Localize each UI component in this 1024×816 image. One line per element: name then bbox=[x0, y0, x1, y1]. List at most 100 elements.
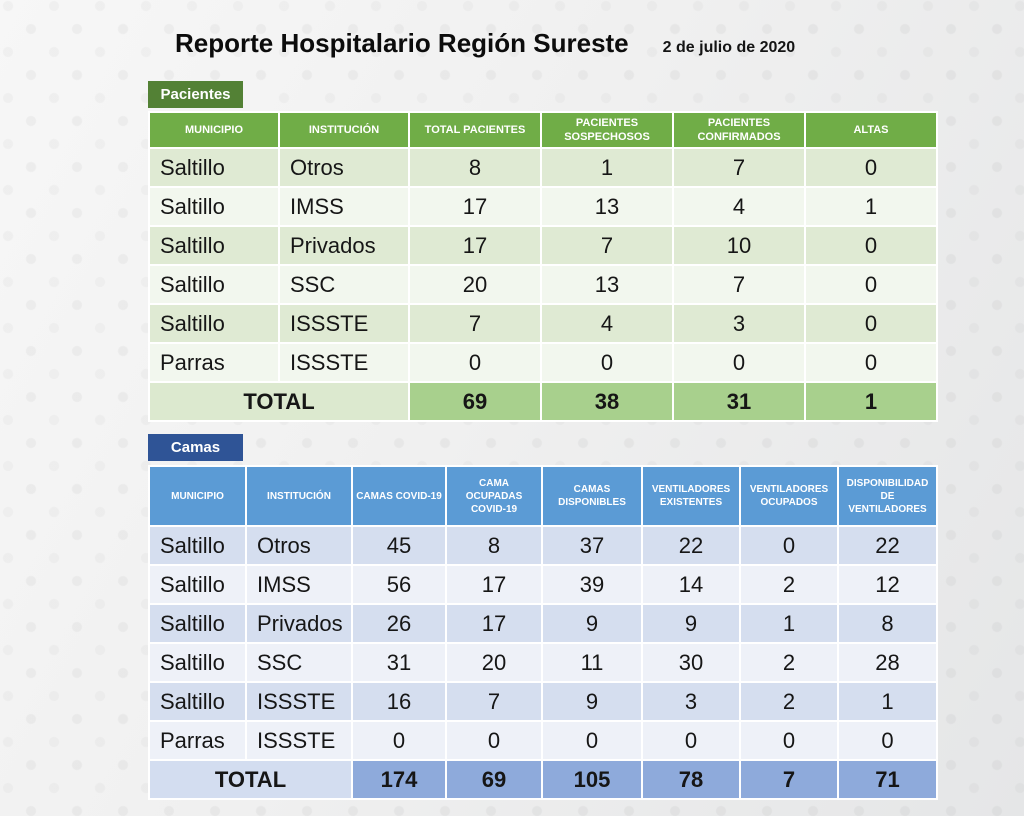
table-cell: Saltillo bbox=[148, 642, 247, 683]
table-cell: 0 bbox=[804, 225, 938, 266]
patients-tab: Pacientes bbox=[148, 81, 243, 108]
table-cell: 1 bbox=[837, 681, 938, 722]
table-cell: Saltillo bbox=[148, 525, 247, 566]
total-label: TOTAL bbox=[148, 759, 353, 800]
table-cell: 11 bbox=[541, 642, 643, 683]
beds-tab: Camas bbox=[148, 434, 243, 461]
table-cell: Saltillo bbox=[148, 186, 280, 227]
table-cell: Saltillo bbox=[148, 264, 280, 305]
table-cell: Saltillo bbox=[148, 564, 247, 605]
column-header: CAMAS DISPONIBLES bbox=[541, 465, 643, 527]
table-cell: 16 bbox=[351, 681, 447, 722]
table-cell: ISSSTE bbox=[245, 720, 353, 761]
table-cell: 1 bbox=[739, 603, 839, 644]
table-cell: 31 bbox=[351, 642, 447, 683]
table-cell: 0 bbox=[641, 720, 741, 761]
table-cell: Otros bbox=[278, 147, 410, 188]
table-cell: 0 bbox=[541, 720, 643, 761]
total-row: TOTAL 174 69 105 78 7 71 bbox=[148, 759, 938, 800]
total-value: 71 bbox=[837, 759, 938, 800]
column-header: INSTITUCIÓN bbox=[245, 465, 353, 527]
column-header: VENTILADORES EXISTENTES bbox=[641, 465, 741, 527]
table-cell: 0 bbox=[445, 720, 543, 761]
header-row: MUNICIPIO INSTITUCIÓN TOTAL PACIENTES PACIE… bbox=[148, 111, 938, 149]
table-cell: 10 bbox=[672, 225, 806, 266]
table-cell: 39 bbox=[541, 564, 643, 605]
table-cell: 0 bbox=[408, 342, 542, 383]
table-cell: Otros bbox=[245, 525, 353, 566]
page-title: Reporte Hospitalario Región Sureste bbox=[175, 28, 629, 58]
table-cell: Privados bbox=[245, 603, 353, 644]
table-row: Saltillo Otros 8 1 7 0 bbox=[148, 147, 938, 188]
table-cell: SSC bbox=[245, 642, 353, 683]
table-row: Saltillo SSC 31 20 11 30 2 28 bbox=[148, 642, 938, 683]
table-cell: 9 bbox=[541, 603, 643, 644]
column-header: ALTAS bbox=[804, 111, 938, 149]
table-cell: 4 bbox=[540, 303, 674, 344]
table-cell: 0 bbox=[672, 342, 806, 383]
table-cell: 0 bbox=[351, 720, 447, 761]
table-cell: 56 bbox=[351, 564, 447, 605]
table-cell: Saltillo bbox=[148, 147, 280, 188]
table-cell: 12 bbox=[837, 564, 938, 605]
table-cell: 7 bbox=[540, 225, 674, 266]
table-cell: 28 bbox=[837, 642, 938, 683]
total-row: TOTAL 69 38 31 1 bbox=[148, 381, 938, 422]
table-cell: 0 bbox=[837, 720, 938, 761]
table-cell: 9 bbox=[541, 681, 643, 722]
table-cell: 8 bbox=[408, 147, 542, 188]
table-cell: IMSS bbox=[245, 564, 353, 605]
table-row: Saltillo Otros 45 8 37 22 0 22 bbox=[148, 525, 938, 566]
table-cell: Saltillo bbox=[148, 603, 247, 644]
table-cell: 2 bbox=[739, 564, 839, 605]
column-header: DISPONIBILIDAD DE VENTILADORES bbox=[837, 465, 938, 527]
table-cell: 3 bbox=[641, 681, 741, 722]
total-value: 31 bbox=[672, 381, 806, 422]
table-cell: 17 bbox=[408, 186, 542, 227]
total-value: 174 bbox=[351, 759, 447, 800]
table-row: Saltillo Privados 26 17 9 9 1 8 bbox=[148, 603, 938, 644]
table-cell: 20 bbox=[408, 264, 542, 305]
table-row: Saltillo Privados 17 7 10 0 bbox=[148, 225, 938, 266]
table-cell: 13 bbox=[540, 186, 674, 227]
table-cell: ISSSTE bbox=[278, 342, 410, 383]
column-header: CAMA OCUPADAS COVID-19 bbox=[445, 465, 543, 527]
column-header: PACIENTES CONFIRMADOS bbox=[672, 111, 806, 149]
table-cell: Privados bbox=[278, 225, 410, 266]
patients-table: MUNICIPIO INSTITUCIÓN TOTAL PACIENTES PACIE… bbox=[148, 111, 938, 422]
table-cell: 0 bbox=[804, 264, 938, 305]
table-cell: 4 bbox=[672, 186, 806, 227]
table-row: Parras ISSSTE 0 0 0 0 0 0 bbox=[148, 720, 938, 761]
table-cell: Saltillo bbox=[148, 303, 280, 344]
total-value: 1 bbox=[804, 381, 938, 422]
table-cell: 37 bbox=[541, 525, 643, 566]
table-cell: 22 bbox=[837, 525, 938, 566]
table-cell: Saltillo bbox=[148, 225, 280, 266]
table-cell: Saltillo bbox=[148, 681, 247, 722]
table-cell: SSC bbox=[278, 264, 410, 305]
table-cell: 7 bbox=[408, 303, 542, 344]
table-cell: 0 bbox=[804, 303, 938, 344]
table-cell: 7 bbox=[445, 681, 543, 722]
column-header: TOTAL PACIENTES bbox=[408, 111, 542, 149]
table-cell: 3 bbox=[672, 303, 806, 344]
table-cell: 30 bbox=[641, 642, 741, 683]
table-cell: 26 bbox=[351, 603, 447, 644]
total-label: TOTAL bbox=[148, 381, 410, 422]
table-cell: 0 bbox=[804, 342, 938, 383]
total-value: 105 bbox=[541, 759, 643, 800]
table-cell: 0 bbox=[540, 342, 674, 383]
table-cell: 9 bbox=[641, 603, 741, 644]
table-cell: 0 bbox=[739, 525, 839, 566]
table-cell: 2 bbox=[739, 681, 839, 722]
table-cell: 0 bbox=[804, 147, 938, 188]
table-cell: 45 bbox=[351, 525, 447, 566]
table-cell: ISSSTE bbox=[278, 303, 410, 344]
table-cell: 7 bbox=[672, 147, 806, 188]
table-cell: 1 bbox=[804, 186, 938, 227]
total-value: 78 bbox=[641, 759, 741, 800]
column-header: MUNICIPIO bbox=[148, 111, 280, 149]
table-row: Saltillo IMSS 17 13 4 1 bbox=[148, 186, 938, 227]
table-cell: 2 bbox=[739, 642, 839, 683]
beds-table: MUNICIPIO INSTITUCIÓN CAMAS COVID-19 CAMA O… bbox=[148, 465, 938, 800]
